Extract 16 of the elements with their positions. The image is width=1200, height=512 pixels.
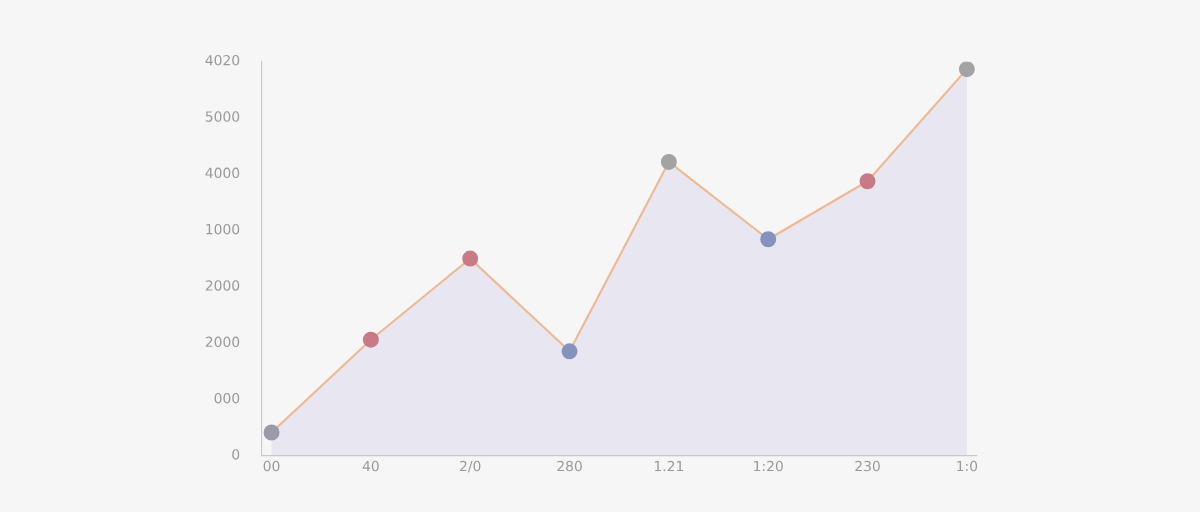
text: 2000 xyxy=(205,280,240,291)
text: 4000 xyxy=(205,167,240,179)
text: 000 xyxy=(214,392,240,404)
text: 0 xyxy=(232,449,240,460)
x-tick-label: 280 xyxy=(557,460,582,472)
x-tick-label: 2/0 xyxy=(460,460,481,473)
x-tick-label: 00 xyxy=(263,460,280,472)
text: 5000 xyxy=(205,111,240,122)
x-tick-label: 1:20 xyxy=(754,460,783,472)
text: 1000 xyxy=(206,223,240,235)
x-tick-label: 40 xyxy=(362,460,379,472)
text: 2000 xyxy=(205,336,240,348)
x-tick-label: 1:0 xyxy=(957,460,978,472)
x-tick-label: 230 xyxy=(855,460,880,472)
text: 4020 xyxy=(205,54,240,66)
x-tick-label: 1.21 xyxy=(654,460,684,472)
